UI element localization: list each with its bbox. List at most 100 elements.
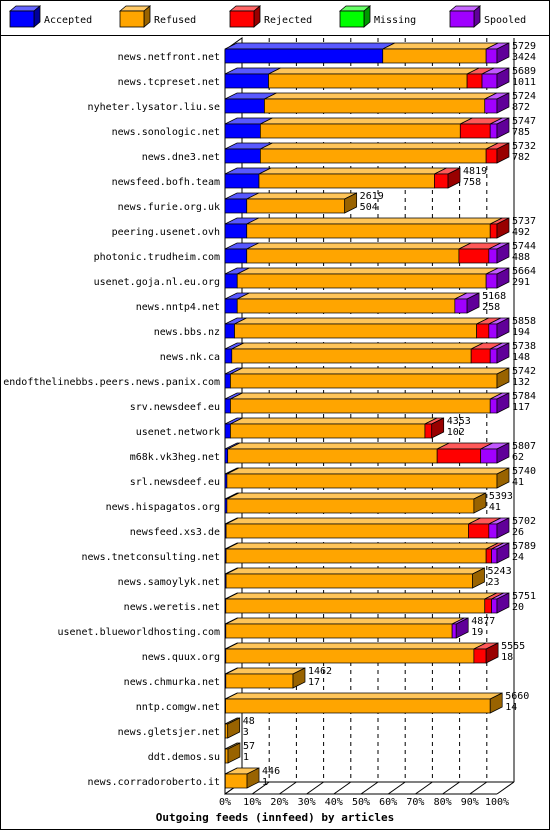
bar-segment-spooled: [489, 348, 498, 364]
row-label: nyheter.lysator.liu.se: [88, 102, 220, 113]
x-tick-mark: [387, 781, 406, 795]
row-label: news.samoylyk.net: [118, 577, 220, 588]
bar-segment-accepted: [224, 273, 238, 289]
row-label: srl.newsdeef.eu: [130, 477, 220, 488]
bar-segment-accepted: [224, 123, 261, 139]
bar-segment-refused: [225, 548, 487, 564]
chart-title: Outgoing feeds (innfeed) by articles: [156, 811, 394, 824]
value-label-total: 5747: [512, 116, 536, 127]
value-label-accepted: 102: [447, 427, 465, 438]
bar-segment-refused-top: [246, 242, 472, 250]
row-label: news.dne3.net: [142, 152, 220, 163]
row-label: news.gletsjer.net: [118, 727, 220, 738]
bar-segment-spooled-side: [496, 117, 510, 139]
bar-segment-rejected: [436, 448, 482, 464]
bar-segment-refused-top: [230, 417, 438, 425]
bar-segment-spooled: [485, 48, 498, 64]
value-label-accepted: 1011: [512, 77, 536, 88]
value-label-total: 5807: [512, 441, 536, 452]
row-label: news.weretis.net: [124, 602, 220, 613]
bar-segment-refused-top: [226, 492, 487, 500]
bar-segment-refused-top: [246, 192, 357, 200]
bar-segment-refused: [225, 573, 473, 589]
value-label-accepted: 194: [512, 327, 530, 338]
x-tick-label: 30%: [298, 797, 316, 808]
value-label-accepted: 23: [488, 577, 500, 588]
value-label-total: 446: [262, 766, 280, 777]
row-label: newsfeed.bofh.team: [112, 177, 220, 188]
bar-segment-refused-side: [292, 667, 306, 689]
bar-segment-refused: [246, 198, 346, 214]
x-tick-label: 70%: [406, 797, 424, 808]
bar-segment-accepted: [224, 448, 229, 464]
bar-segment-spooled: [481, 73, 498, 89]
value-label-total: 5168: [482, 291, 506, 302]
bar-segment-refused: [268, 73, 468, 89]
bar-row: endofthelinebbs.peers.news.panix.com 5742…: [3, 366, 536, 389]
bar-segment-refused-side: [246, 767, 260, 789]
bar-segment-rejected: [466, 73, 483, 89]
bar-segment-rejected-side: [447, 167, 461, 189]
bar-segment-refused: [225, 523, 469, 539]
value-label-accepted: 785: [512, 127, 530, 138]
bar-segment-spooled-side: [496, 242, 510, 264]
value-label-accepted: 19: [471, 627, 483, 638]
bar-row: ddt.demos.su 571: [148, 741, 255, 764]
bar-segment-refused: [258, 173, 435, 189]
bar-segment-refused: [225, 648, 475, 664]
bar-segment-spooled-side: [496, 67, 510, 89]
value-label-accepted: 26: [512, 527, 524, 538]
legend-label-accepted: Accepted: [44, 15, 92, 26]
value-label-accepted: 872: [512, 102, 530, 113]
bar-segment-refused: [225, 698, 491, 714]
value-label-accepted: 504: [360, 202, 378, 213]
row-label: usenet.blueworldhosting.com: [57, 627, 220, 638]
bar-segment-rejected: [473, 648, 487, 664]
bar-row: news.gletsjer.net 483: [118, 716, 255, 739]
value-label-accepted: 132: [512, 377, 530, 388]
legend-label-rejected: Rejected: [264, 15, 312, 26]
bar-segment-rejected: [470, 348, 491, 364]
bar-segment-refused: [382, 48, 487, 64]
value-label-accepted: 20: [512, 602, 524, 613]
bar-segment-spooled: [491, 598, 498, 614]
bar-segment-rejected: [434, 173, 449, 189]
bar-segment-spooled: [488, 523, 498, 539]
bar-segment-refused: [264, 98, 486, 114]
bar-segment-rejected-side: [431, 417, 445, 439]
bar-segment-accepted: [224, 423, 231, 439]
value-label-total: 5243: [488, 566, 512, 577]
row-label: usenet.goja.nl.eu.org: [94, 277, 220, 288]
bar-segment-spooled: [491, 548, 498, 564]
bar-segment-refused-top: [260, 142, 499, 150]
bar-segment-accepted: [224, 148, 261, 164]
bar-segment-refused-top: [225, 567, 485, 575]
value-label-accepted: 3: [243, 727, 249, 738]
legend-swatch-refused: [119, 10, 145, 28]
bar-segment-refused-top: [226, 467, 510, 475]
legend-label-spooled: Spooled: [484, 15, 526, 26]
value-label-accepted: 3424: [512, 52, 536, 63]
value-label-accepted: 291: [512, 277, 530, 288]
value-label-accepted: 782: [512, 152, 530, 163]
x-tick-label: 10%: [243, 797, 261, 808]
x-tick-label: 40%: [325, 797, 343, 808]
bar-segment-accepted: [224, 348, 233, 364]
bar-segment-refused-top: [230, 367, 510, 375]
bar-segment-spooled: [480, 448, 498, 464]
x-tick-mark: [333, 781, 352, 795]
x-tick-mark: [360, 781, 379, 795]
